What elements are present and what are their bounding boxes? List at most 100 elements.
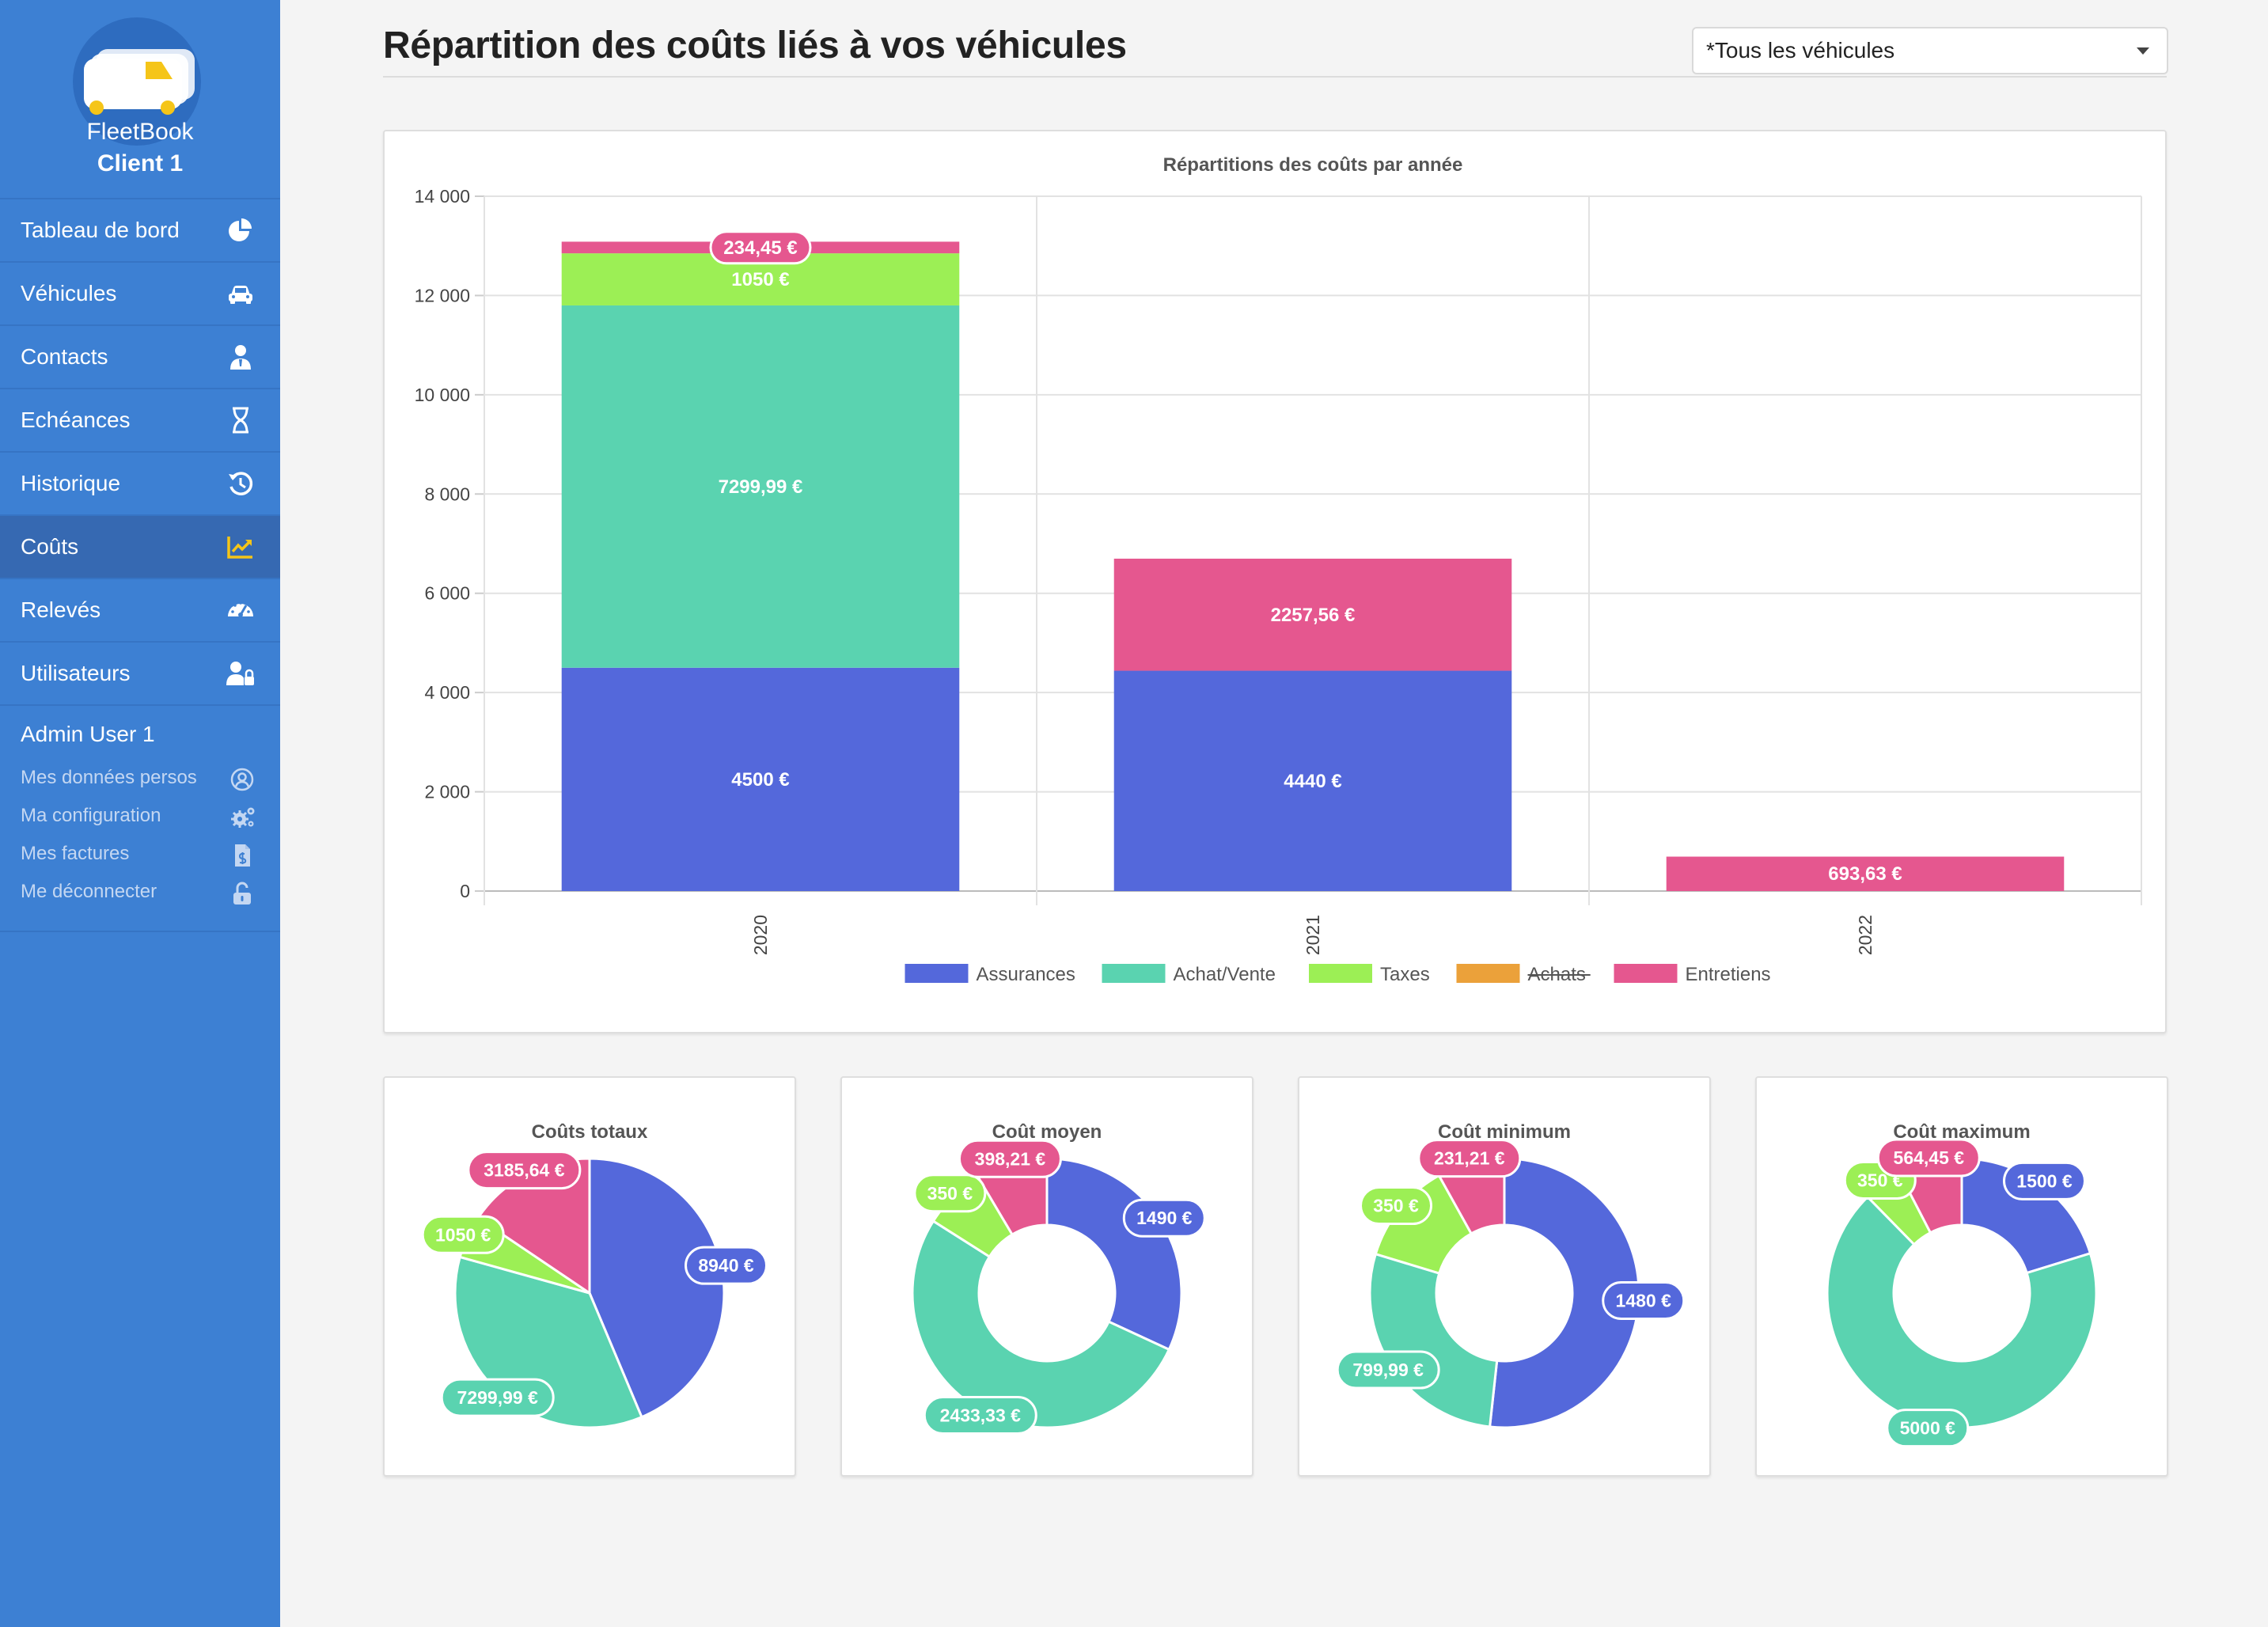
current-user-name: Admin User 1: [21, 722, 155, 746]
pie-chart-icon: [229, 218, 252, 241]
sidebar-item-tableau-de-bord[interactable]: Tableau de bord: [0, 199, 280, 263]
slice-label: 799,99 €: [1352, 1360, 1424, 1380]
slice-label-badge: [1360, 1186, 1433, 1226]
title-divider: [383, 76, 2167, 78]
sidebar-item-historique[interactable]: Historique: [0, 453, 280, 516]
bar-segment[interactable]: [561, 305, 960, 668]
divider: [0, 931, 280, 932]
x-tick-label: 2021: [1303, 915, 1323, 955]
y-tick-label: 0: [460, 881, 470, 901]
pie-slice[interactable]: [911, 1219, 1171, 1429]
slice-label-badge: [1122, 1198, 1206, 1238]
x-tick-label: 2020: [750, 915, 771, 955]
bar-data-label: 7299,99 €: [719, 476, 803, 498]
y-tick-label: 14 000: [415, 186, 470, 207]
slice-label-badge: [685, 1246, 768, 1285]
sidebar-item-label: Véhicules: [21, 281, 117, 305]
sidebar-item-label: Tableau de bord: [21, 218, 180, 242]
sidebar-item-label: Historique: [21, 471, 121, 495]
data-label-badge: [709, 230, 812, 265]
bar-data-label: 1050 €: [731, 269, 789, 290]
sub-item-me-deconnecter[interactable]: Me déconnecter: [0, 873, 280, 911]
pie-slice[interactable]: [1045, 1157, 1183, 1352]
legend-item[interactable]: Entretiens: [1614, 964, 1771, 985]
legend-item[interactable]: Achat/Vente: [1102, 964, 1276, 985]
slice-label-badge: [421, 1215, 505, 1254]
person-tie-icon: [230, 345, 251, 370]
bar-segment[interactable]: [1666, 856, 2065, 891]
sidebar-item-label: Coûts: [21, 534, 79, 559]
sidebar-item-label: Utilisateurs: [21, 661, 131, 685]
y-tick-label: 4 000: [424, 682, 470, 703]
sidebar-item-utilisateurs[interactable]: Utilisateurs: [0, 643, 280, 706]
bar-segment[interactable]: [1113, 558, 1512, 671]
sidebar-item-label: Echéances: [21, 408, 131, 432]
sub-item-label: Me déconnecter: [21, 881, 157, 902]
page-title: Répartition des coûts liés à vos véhicul…: [383, 25, 1127, 66]
chart-title: Coûts totaux: [532, 1121, 648, 1143]
bar-data-label: 2257,56 €: [1271, 605, 1356, 626]
legend-item[interactable]: Achats: [1456, 964, 1591, 985]
sub-item-mes-donnees-persos[interactable]: Mes données persos: [0, 759, 280, 797]
chevron-down-icon: [2137, 47, 2149, 55]
slice-label-badge: [440, 1378, 555, 1417]
bar-segment[interactable]: [1113, 670, 1512, 891]
sub-item-mes-factures[interactable]: Mes factures: [0, 835, 280, 873]
pie-slice[interactable]: [1488, 1157, 1640, 1429]
bar-chart-card: Répartitions des coûts par année 0 2 000 4 …: [383, 130, 2167, 1033]
divider: [0, 198, 280, 199]
sidebar-item-vehicules[interactable]: Véhicules: [0, 263, 280, 326]
pie-slice[interactable]: [1826, 1195, 2098, 1429]
sidebar-item-couts[interactable]: Coûts: [0, 516, 280, 579]
sidebar-item-label: Contacts: [21, 344, 108, 369]
user-lock-icon: [226, 662, 254, 685]
chart-title: Coût moyen: [992, 1121, 1102, 1143]
slice-label: 564,45 €: [1894, 1147, 1965, 1168]
client-name: Client 1: [97, 150, 184, 176]
pie-card-cout-minimum: Coût minimum 1480 €799,99 €350 €231,21 €: [1298, 1076, 1711, 1477]
slice-label-badge: [1886, 1409, 1970, 1448]
slice-label-badge: [1602, 1281, 1686, 1321]
bar-segment[interactable]: [561, 667, 960, 891]
gears-icon: [231, 807, 255, 828]
legend-swatch: [1309, 964, 1372, 983]
slice-label: 1480 €: [1616, 1291, 1672, 1311]
vehicle-select[interactable]: *Tous les véhicules: [1692, 27, 2168, 74]
sidebar-item-label: Relevés: [21, 597, 101, 622]
fleetbook-logo: [73, 17, 201, 146]
slice-label: 398,21 €: [975, 1148, 1046, 1169]
slice-label: 1050 €: [435, 1224, 491, 1245]
slice-label: 5000 €: [1900, 1418, 1956, 1439]
slice-label-badge: [2002, 1161, 2086, 1200]
slice-label-badge: [1417, 1139, 1522, 1178]
chart-line-icon: [227, 537, 252, 559]
legend-swatch: [905, 964, 969, 983]
legend-label: Achat/Vente: [1174, 964, 1276, 985]
legend-label: Assurances: [977, 964, 1075, 985]
y-tick-label: 8 000: [424, 484, 470, 504]
sidebar-item-echeances[interactable]: Echéances: [0, 389, 280, 453]
pie-card-cout-maximum: Coût maximum 1500 €5000 €350 €564,45 €: [1755, 1076, 2168, 1477]
sub-item-ma-configuration[interactable]: Ma configuration: [0, 797, 280, 835]
slice-label: 350 €: [1373, 1196, 1419, 1216]
slice-label: 350 €: [927, 1183, 973, 1204]
pie-slice[interactable]: [1368, 1252, 1499, 1428]
slice-label: 3185,64 €: [484, 1160, 565, 1181]
slice-label: 231,21 €: [1434, 1148, 1505, 1169]
legend-item[interactable]: Taxes: [1309, 964, 1430, 985]
invoice-icon: [235, 844, 250, 867]
sidebar-item-releves[interactable]: Relevés: [0, 579, 280, 643]
slice-label: 8940 €: [698, 1255, 754, 1276]
brand-name: FleetBook: [86, 119, 194, 145]
slice-label: 7299,99 €: [457, 1387, 539, 1408]
speedometer-icon: [228, 601, 253, 617]
legend-item[interactable]: Assurances: [905, 964, 1075, 985]
slice-label-badge: [913, 1174, 987, 1213]
sidebar-item-contacts[interactable]: Contacts: [0, 326, 280, 389]
bar-data-label: 693,63 €: [1828, 863, 1902, 885]
sidebar: FleetBook Client 1 Tableau de bord Véhic…: [0, 0, 280, 1627]
car-icon: [229, 286, 252, 304]
bar-data-label: 4500 €: [731, 769, 789, 791]
